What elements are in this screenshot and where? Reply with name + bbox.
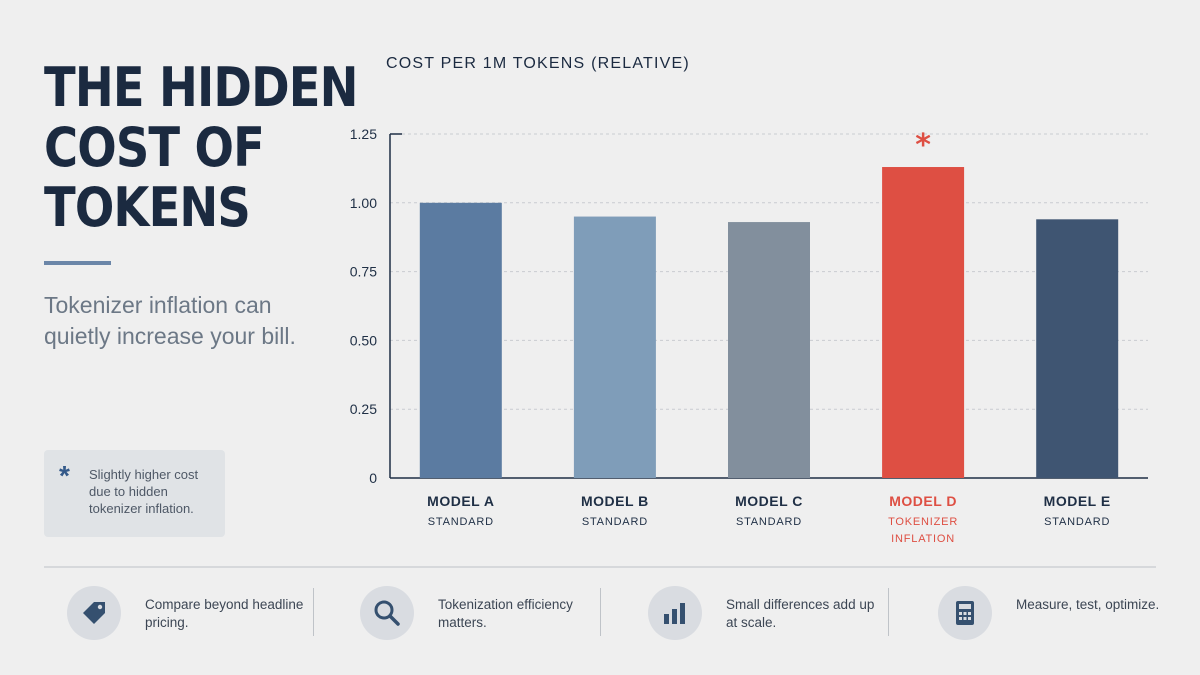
bar-model-d: [882, 167, 965, 479]
y-tick-label: 0.50: [350, 332, 377, 348]
bar-model-a: [419, 202, 502, 479]
feature-separator: [600, 588, 601, 636]
magnifier-icon: [360, 586, 414, 640]
feature-separator: [313, 588, 314, 636]
feature-text: Measure, test, optimize.: [1016, 597, 1160, 612]
subtitle: Tokenizer inflation can quietly increase…: [44, 292, 296, 349]
title-line-3: TOKENS: [44, 176, 251, 239]
accent-rule: [44, 261, 111, 265]
y-tick-label: 0.25: [350, 401, 377, 417]
bar-model-b: [573, 216, 656, 478]
x-sublabel: INFLATION: [891, 533, 955, 545]
bar-chart-icon: [648, 586, 702, 640]
x-category-label: MODEL E: [1044, 493, 1111, 509]
x-category-label: MODEL B: [581, 493, 649, 509]
x-category-label: MODEL A: [427, 493, 494, 509]
price-tag-icon: [67, 586, 121, 640]
x-category-label: MODEL C: [735, 493, 803, 509]
headline: THE HIDDEN COST OF TOKENS: [44, 58, 359, 239]
bottom-divider: [44, 566, 1156, 568]
calculator-icon: [938, 586, 992, 640]
highlight-asterisk: *: [915, 128, 931, 163]
y-tick-label: 0: [369, 470, 377, 486]
x-sublabel: STANDARD: [582, 516, 648, 528]
title-line-2: COST OF: [44, 116, 265, 179]
x-sublabel: STANDARD: [428, 516, 494, 528]
x-sublabel: STANDARD: [1044, 516, 1110, 528]
x-sublabel: STANDARD: [736, 516, 802, 528]
x-sublabel: TOKENIZER: [888, 516, 958, 528]
feature-text: Small differences add up at scale.: [726, 597, 875, 630]
footnote-box: * Slightly higher cost due to hidden tok…: [44, 450, 225, 537]
x-category-label: MODEL D: [889, 493, 957, 509]
bar-model-e: [1036, 219, 1119, 478]
y-tick-label: 1.25: [350, 126, 377, 142]
feature-row: Compare beyond headline pricing. Tokeniz…: [0, 568, 1200, 675]
y-tick-label: 1.00: [350, 195, 377, 211]
feature-separator: [888, 588, 889, 636]
bar-chart: 0 0.25 0.50 0.75 1.00 1.25 MODEL A STANDARD MODE…: [350, 126, 1148, 545]
feature-text: Compare beyond headline pricing.: [145, 597, 304, 630]
asterisk-icon: *: [59, 460, 70, 491]
bar-model-c: [728, 222, 810, 478]
chart-title: COST PER 1M TOKENS (RELATIVE): [386, 55, 690, 72]
feature-text: Tokenization efficiency matters.: [438, 597, 573, 630]
y-tick-label: 0.75: [350, 264, 377, 280]
footnote-text: Slightly higher cost due to hidden token…: [89, 467, 199, 516]
